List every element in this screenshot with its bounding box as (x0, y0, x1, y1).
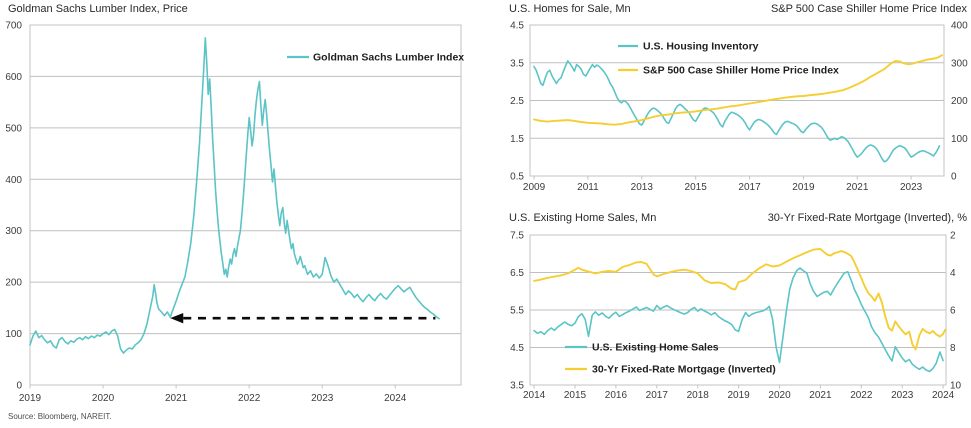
series-line (533, 54, 944, 126)
series-line (533, 60, 941, 163)
y-left-tick-label: 5.5 (510, 306, 524, 317)
x-tick-label: 2019 (792, 182, 815, 193)
x-tick-label: 2009 (523, 182, 546, 193)
y-right-tick-label: 0 (951, 172, 957, 183)
x-tick-label: 2020 (768, 390, 791, 401)
x-tick-label: 2024 (932, 390, 955, 401)
x-tick-label: 2017 (738, 182, 761, 193)
y-left-tick-label: 1.5 (510, 134, 524, 145)
y-left-tick-label: 100 (5, 329, 22, 340)
y-left-tick-label: 400 (5, 175, 22, 186)
inventory-caseshiller-chart-canvas: 2009 2011 2013 2015 2017 2019 2021 2023 0.5 1.5 2.… (510, 21, 968, 194)
plot-border (29, 24, 462, 386)
y-left-tick-label: 3.5 (510, 381, 524, 392)
x-tick-label: 2023 (900, 182, 923, 193)
plot-border (529, 24, 945, 177)
y-right-tick-label: 6 (950, 306, 956, 317)
x-tick-label: 2023 (891, 390, 914, 401)
legend-label: Goldman Sachs Lumber Index (313, 52, 464, 64)
x-tick-label: 2021 (165, 393, 188, 404)
legend-label: S&P 500 Case Shiller Home Price Index (643, 65, 839, 77)
y-right-tick-label: 100 (951, 134, 968, 145)
y-left-tick-label: 500 (5, 123, 22, 134)
y-right-tick-label: 300 (951, 58, 968, 69)
y-left-tick-label: 600 (5, 72, 22, 83)
x-tick-label: 2022 (238, 393, 261, 404)
x-tick-label: 2017 (646, 390, 669, 401)
y-left-tick-label: 300 (5, 226, 22, 237)
y-right-tick-label: 10 (950, 381, 962, 392)
y-left-tick-label: 700 (5, 21, 22, 32)
x-tick-label: 2013 (631, 182, 654, 193)
y-left-tick-label: 0.5 (510, 172, 524, 183)
y-right-tick-label: 200 (951, 96, 968, 107)
legend-label: U.S. Existing Home Sales (592, 342, 719, 354)
existing-home-sales-title: U.S. Existing Home Sales, Mn (509, 212, 657, 224)
x-tick-label: 2015 (685, 182, 708, 193)
x-tick-label: 2021 (846, 182, 869, 193)
x-tick-label: 2021 (809, 390, 832, 401)
lumber-chart-title: Goldman Sachs Lumber Index, Price (8, 3, 188, 15)
x-tick-label: 2016 (605, 390, 628, 401)
y-right-tick-label: 4 (950, 268, 956, 279)
x-tick-label: 2020 (92, 393, 115, 404)
series-line (533, 247, 947, 351)
y-left-tick-label: 6.5 (510, 268, 524, 279)
x-tick-label: 2022 (850, 390, 873, 401)
y-right-tick-label: 400 (951, 21, 968, 32)
lumber-chart-canvas: 2019 2020 2021 2022 2023 2024 0 100 200 300 400 500… (5, 21, 464, 405)
y-right-tick-label: 8 (950, 343, 956, 354)
x-tick-label: 2019 (19, 393, 42, 404)
series-line (533, 267, 944, 373)
y-left-tick-label: 4.5 (510, 21, 524, 32)
y-left-tick-label: 200 (5, 278, 22, 289)
legend-label: 30-Yr Fixed-Rate Mortgage (Inverted) (592, 364, 776, 376)
source-note: Source: Bloomberg, NAREIT. (8, 412, 112, 421)
y-left-tick-label: 4.5 (510, 343, 524, 354)
legend-label: U.S. Housing Inventory (643, 41, 759, 53)
y-left-tick-label: 2.5 (510, 96, 524, 107)
y-left-tick-label: 3.5 (510, 58, 524, 69)
x-tick-label: 2024 (384, 393, 407, 404)
sales-mortgage-chart-canvas: 2014 2015 2016 2017 2018 2019 2020 2021 2022 2023… (510, 231, 962, 402)
homes-for-sale-title: U.S. Homes for Sale, Mn (509, 3, 631, 15)
mortgage-title: 30-Yr Fixed-Rate Mortgage (Inverted), % (767, 212, 967, 224)
case-shiller-title: S&P 500 Case Shiller Home Price Index (770, 3, 967, 15)
x-tick-label: 2018 (687, 390, 710, 401)
x-tick-label: 2015 (564, 390, 587, 401)
y-right-tick-label: 2 (950, 231, 956, 242)
plot-border (529, 234, 947, 386)
y-left-tick-label: 0 (16, 381, 22, 392)
y-left-tick-label: 7.5 (510, 231, 524, 242)
x-tick-label: 2011 (577, 182, 599, 193)
x-tick-label: 2023 (311, 393, 334, 404)
series-line (29, 37, 440, 354)
trend-arrow-head (170, 312, 184, 324)
x-tick-label: 2014 (523, 390, 546, 401)
x-tick-label: 2019 (727, 390, 750, 401)
